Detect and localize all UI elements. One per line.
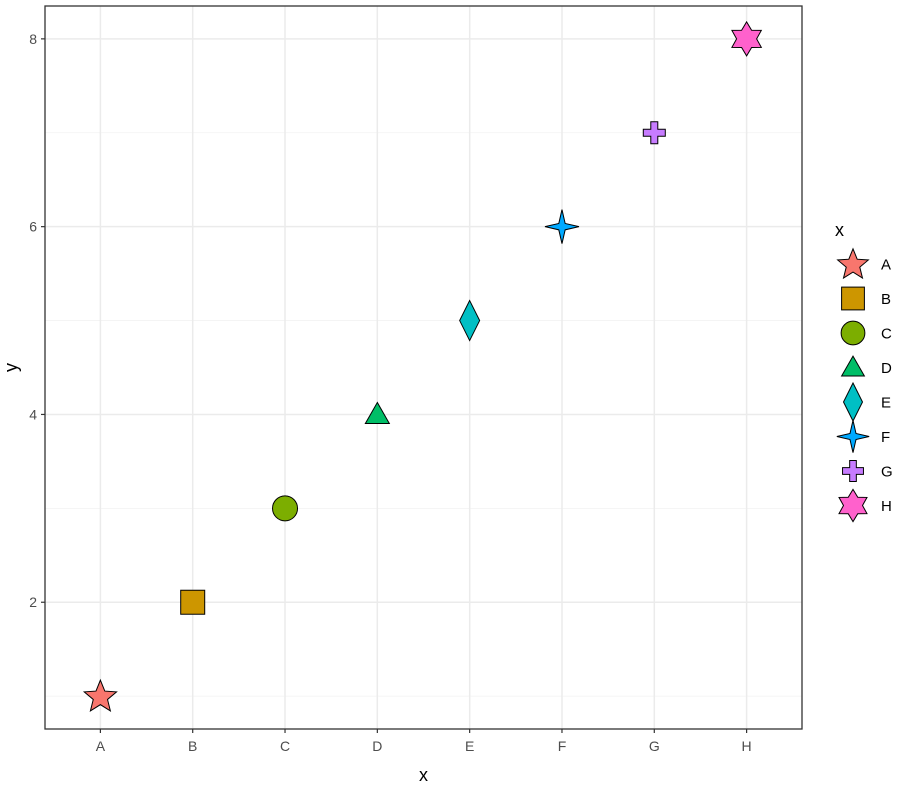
legend-label-g: G <box>881 464 893 481</box>
x-tick-label: B <box>188 738 197 754</box>
y-tick-label: 8 <box>29 31 37 47</box>
x-tick-label: C <box>280 738 290 754</box>
x-tick-label: G <box>649 738 660 754</box>
data-point-d <box>364 401 391 424</box>
data-point-e <box>459 299 481 342</box>
legend-key-f <box>836 420 870 453</box>
grid-minor <box>45 132 802 697</box>
y-tick-label: 2 <box>29 594 37 610</box>
x-tick-label: H <box>742 738 752 754</box>
legend-key-b <box>841 286 865 311</box>
x-tick-label: E <box>465 738 474 754</box>
y-axis-title: y <box>1 363 21 372</box>
legend-title: x <box>835 220 844 240</box>
legend-key-g <box>842 460 864 482</box>
x-axis-ticks: A B C D E F G H <box>96 729 752 754</box>
legend-label-h: H <box>881 498 892 515</box>
data-point-g <box>642 121 666 145</box>
x-tick-label: F <box>558 738 567 754</box>
data-point-c <box>272 495 299 522</box>
legend-key-d <box>840 355 866 377</box>
data-points <box>82 20 763 712</box>
grid-major <box>45 6 802 729</box>
legend-label-f: F <box>881 429 890 446</box>
legend-label-a: A <box>881 257 891 274</box>
legend-label-d: D <box>881 360 892 377</box>
legend-label-b: B <box>881 291 891 308</box>
legend-key-c <box>840 320 866 346</box>
legend-key-a <box>836 247 870 280</box>
plot-panel-border <box>44 5 803 730</box>
data-point-f <box>544 209 580 244</box>
x-tick-label: A <box>96 738 106 754</box>
legend-key-h <box>838 488 868 523</box>
legend-key-e <box>842 381 864 423</box>
y-tick-label: 6 <box>29 219 37 235</box>
y-tick-label: 4 <box>29 406 37 422</box>
legend-label-e: E <box>881 395 891 412</box>
x-axis-title: x <box>419 765 428 785</box>
y-axis-ticks: 2 4 6 8 <box>29 31 45 610</box>
data-point-b <box>180 589 206 615</box>
x-tick-label: D <box>372 738 382 754</box>
legend-label-c: C <box>881 326 892 343</box>
data-point-a <box>82 678 118 712</box>
data-point-h <box>731 20 763 57</box>
legend: AB CD EF GH <box>836 247 893 523</box>
